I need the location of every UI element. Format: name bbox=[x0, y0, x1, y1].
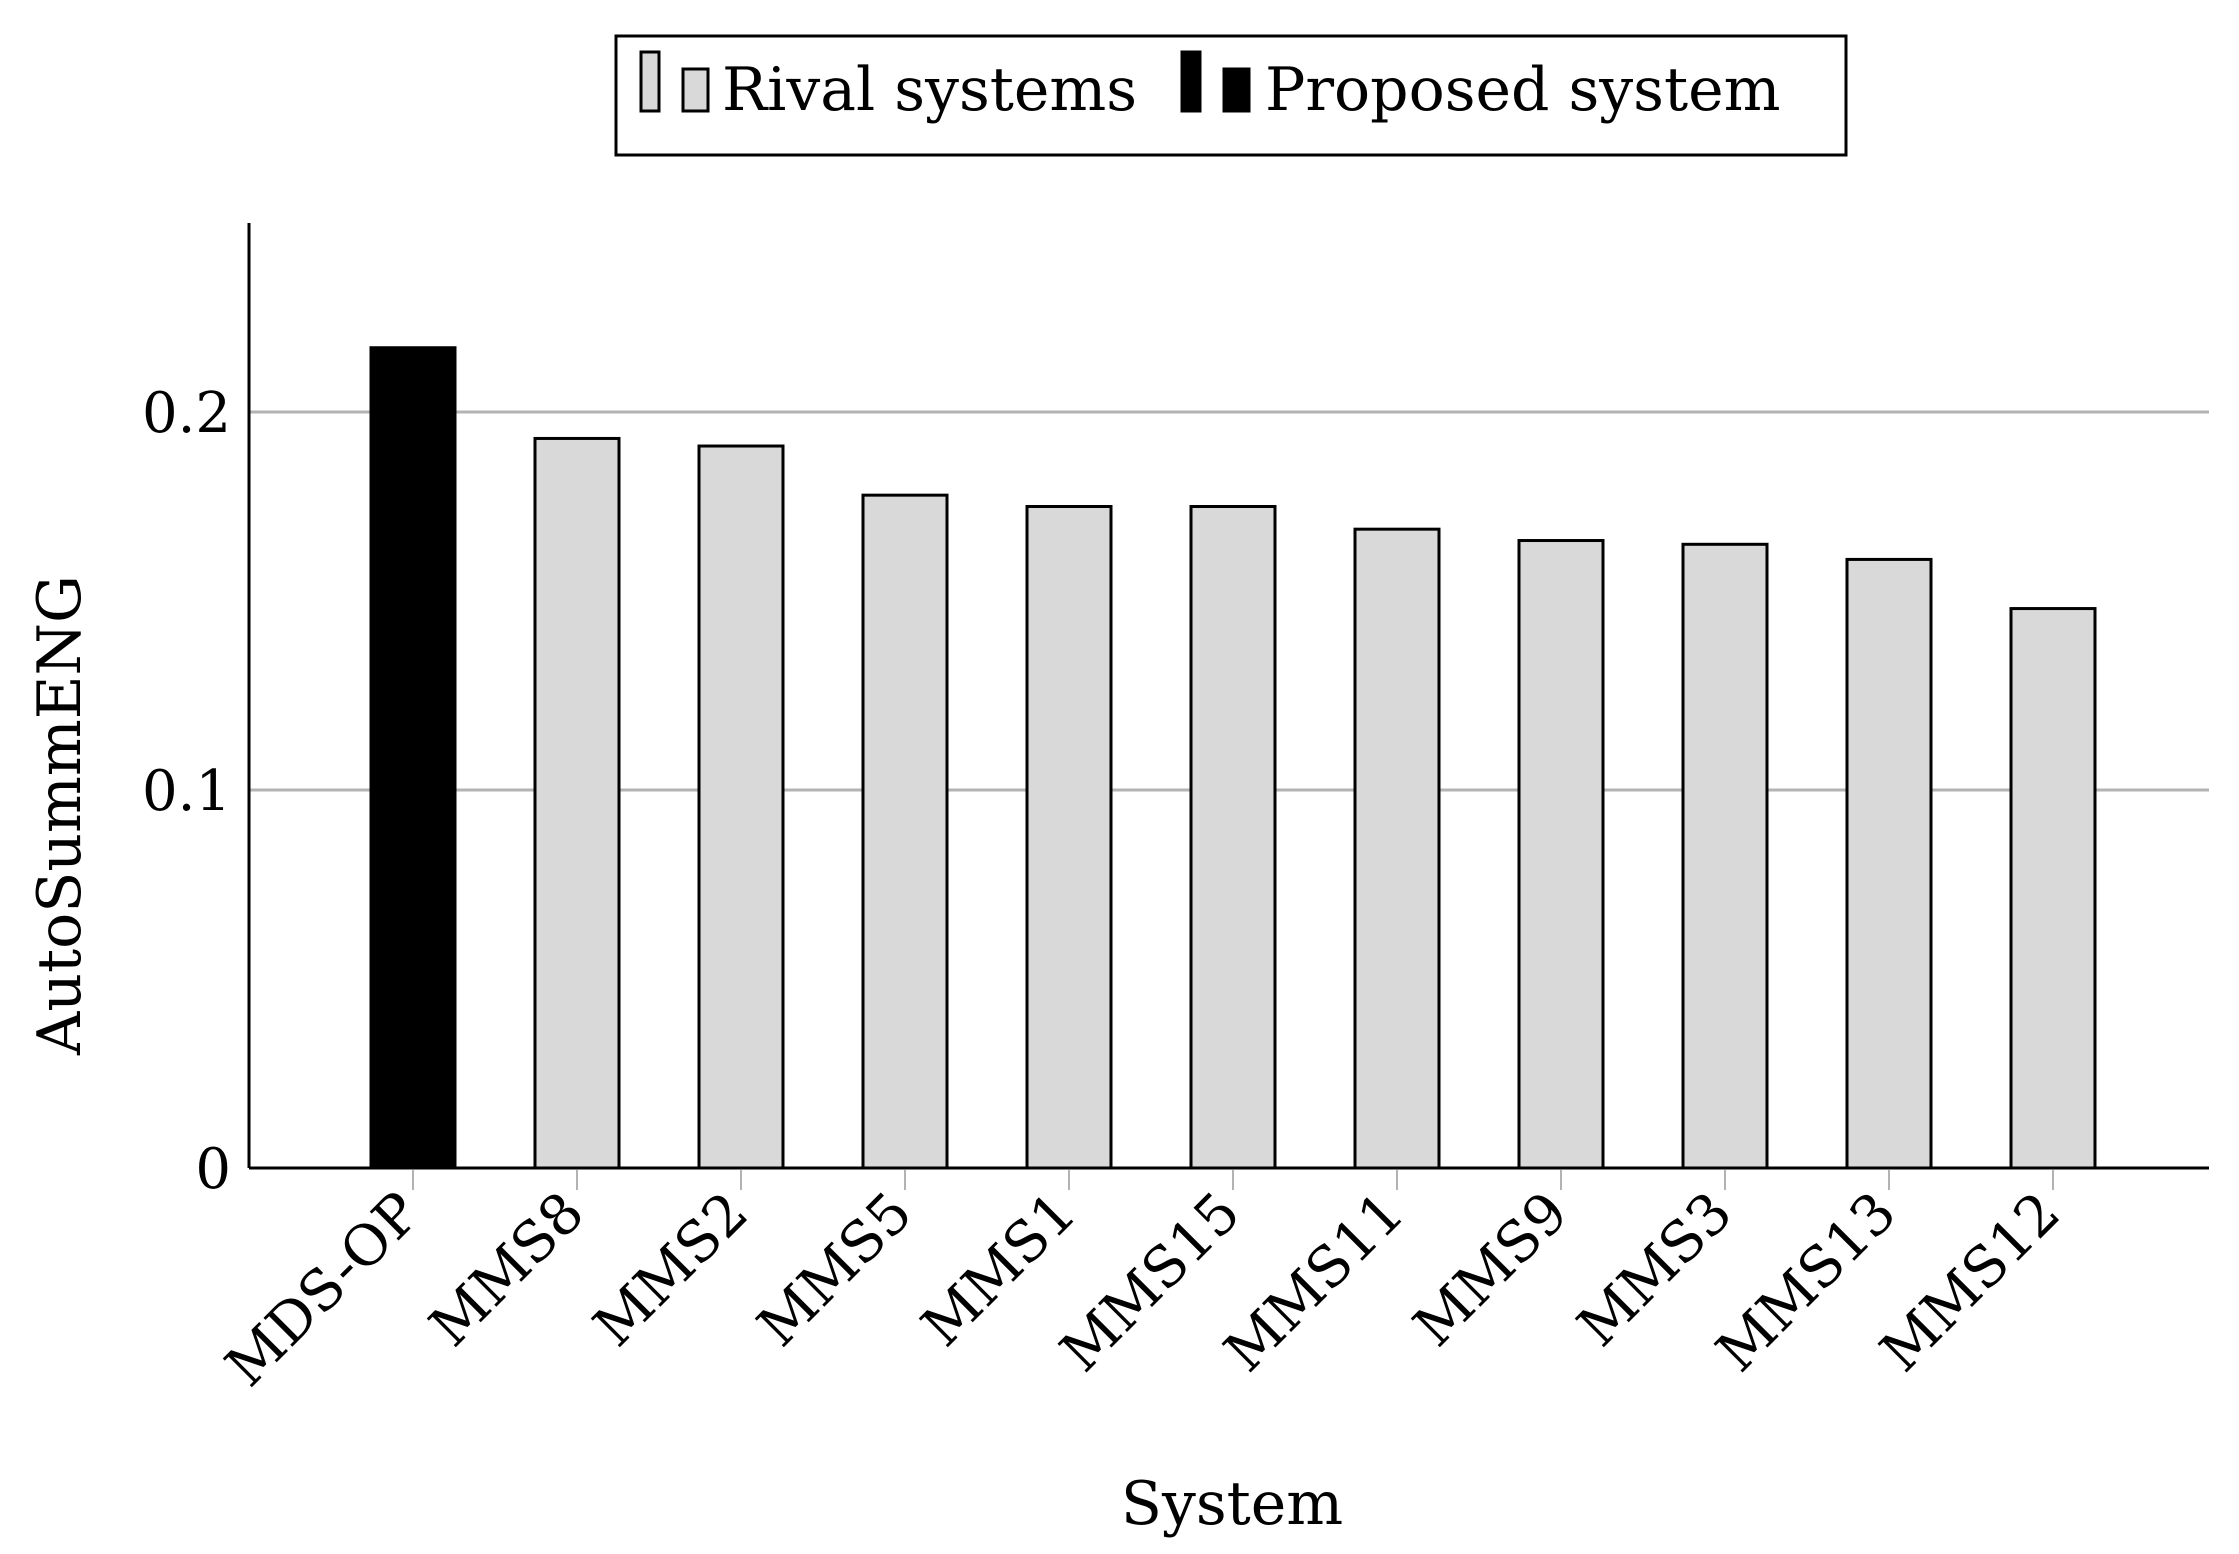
bar bbox=[369, 346, 457, 1170]
y-tick-label: 0.2 bbox=[142, 381, 231, 446]
x-tick-label: MMS13 bbox=[1704, 1180, 1909, 1385]
legend-swatch-proposed-a bbox=[1180, 50, 1202, 113]
y-tick-label: 0.1 bbox=[142, 759, 231, 824]
x-tick-label: MMS8 bbox=[418, 1180, 597, 1359]
x-tick-label: MDS-OP bbox=[214, 1180, 433, 1399]
bar bbox=[1353, 527, 1441, 1170]
bar bbox=[861, 493, 949, 1170]
x-ticks: MDS-OPMMS8MMS2MMS5MMS1MMS15MMS11MMS9MMS3… bbox=[214, 1170, 2073, 1399]
bar bbox=[1517, 539, 1605, 1170]
legend-label-rival: Rival systems bbox=[722, 55, 1137, 125]
legend-swatch-rival-a bbox=[639, 50, 661, 113]
axes bbox=[247, 223, 2209, 1170]
x-tick-label: MMS11 bbox=[1212, 1180, 1417, 1385]
bar bbox=[1845, 557, 1933, 1170]
x-tick-label: MMS9 bbox=[1402, 1180, 1581, 1359]
x-tick-label: MMS2 bbox=[582, 1180, 761, 1359]
legend-swatch-rival-b bbox=[681, 67, 710, 113]
legend-label-proposed: Proposed system bbox=[1265, 55, 1780, 125]
bar bbox=[1681, 542, 1769, 1170]
x-axis-label: System bbox=[1121, 1469, 1343, 1539]
legend: Rival systems Proposed system bbox=[614, 34, 1848, 157]
x-tick-label: MMS12 bbox=[1868, 1180, 2073, 1385]
y-tick-label: 0 bbox=[195, 1137, 231, 1202]
y-ticks: 0 0.1 0.2 bbox=[142, 381, 231, 1202]
bar bbox=[533, 436, 621, 1170]
x-tick-label: MMS15 bbox=[1048, 1180, 1253, 1385]
bar bbox=[1025, 505, 1113, 1170]
x-tick-label: MMS5 bbox=[746, 1180, 925, 1359]
bar bbox=[697, 444, 785, 1170]
bars bbox=[369, 346, 2097, 1170]
bar bbox=[1189, 505, 1277, 1170]
y-axis-label: AutoSummENG bbox=[25, 575, 95, 1056]
bar bbox=[2009, 607, 2097, 1170]
legend-swatch-proposed-b bbox=[1222, 67, 1251, 113]
